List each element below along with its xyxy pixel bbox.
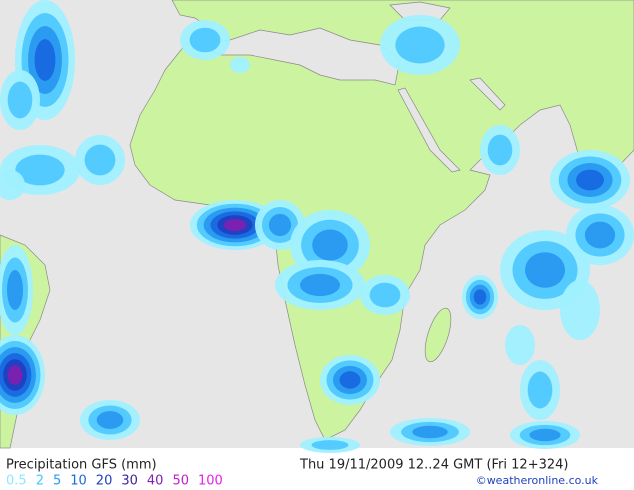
rain-area — [96, 411, 124, 429]
rain-area — [7, 365, 23, 385]
rain-area — [487, 134, 513, 166]
rain-area — [584, 221, 616, 249]
map-title: Precipitation GFS (mm) — [6, 458, 157, 473]
rain-area — [412, 425, 448, 439]
timestamp: Thu 19/11/2009 12..24 GMT (Fri 12+324) — [299, 458, 568, 473]
rain-area — [339, 371, 361, 389]
legend: 0.5 2 5 10 20 30 40 50 100 — [6, 474, 223, 489]
rain-area — [7, 81, 33, 119]
legend-value: 100 — [198, 474, 223, 489]
precipitation — [0, 0, 634, 453]
legend-value: 5 — [53, 474, 61, 489]
madagascar — [424, 307, 452, 363]
rain-area — [230, 57, 250, 73]
rain-area — [560, 280, 600, 340]
rain-area — [505, 325, 535, 365]
rain-area — [7, 270, 23, 310]
rain-area — [268, 213, 292, 237]
legend-value: 2 — [36, 474, 44, 489]
rain-area — [576, 169, 604, 191]
persian-gulf — [469, 77, 506, 111]
rain-area — [300, 273, 340, 297]
rain-area — [224, 218, 246, 232]
rain-area — [15, 154, 65, 186]
rain-area — [34, 39, 56, 81]
rain-area — [527, 371, 553, 409]
legend-value: 0.5 — [6, 474, 27, 489]
rain-area — [369, 282, 401, 308]
rain-area — [473, 289, 487, 305]
legend-value: 10 — [70, 474, 87, 489]
red-sea — [397, 87, 461, 173]
rain-area — [395, 26, 445, 64]
rain-area — [529, 428, 561, 442]
rain-area — [525, 252, 565, 288]
legend-value: 20 — [96, 474, 113, 489]
rain-area — [189, 27, 221, 53]
rain-area — [311, 440, 349, 450]
black-sea — [389, 1, 451, 21]
legend-value: 40 — [147, 474, 164, 489]
legend-value: 50 — [172, 474, 189, 489]
rain-area — [312, 229, 348, 261]
rain-area — [0, 170, 25, 200]
credit: ©weatheronline.co.uk — [476, 474, 599, 487]
mediterranean — [198, 27, 401, 86]
inland-seas — [198, 1, 506, 173]
rain-area — [84, 144, 116, 176]
eurasia-africa — [129, 0, 634, 441]
legend-value: 30 — [121, 474, 138, 489]
